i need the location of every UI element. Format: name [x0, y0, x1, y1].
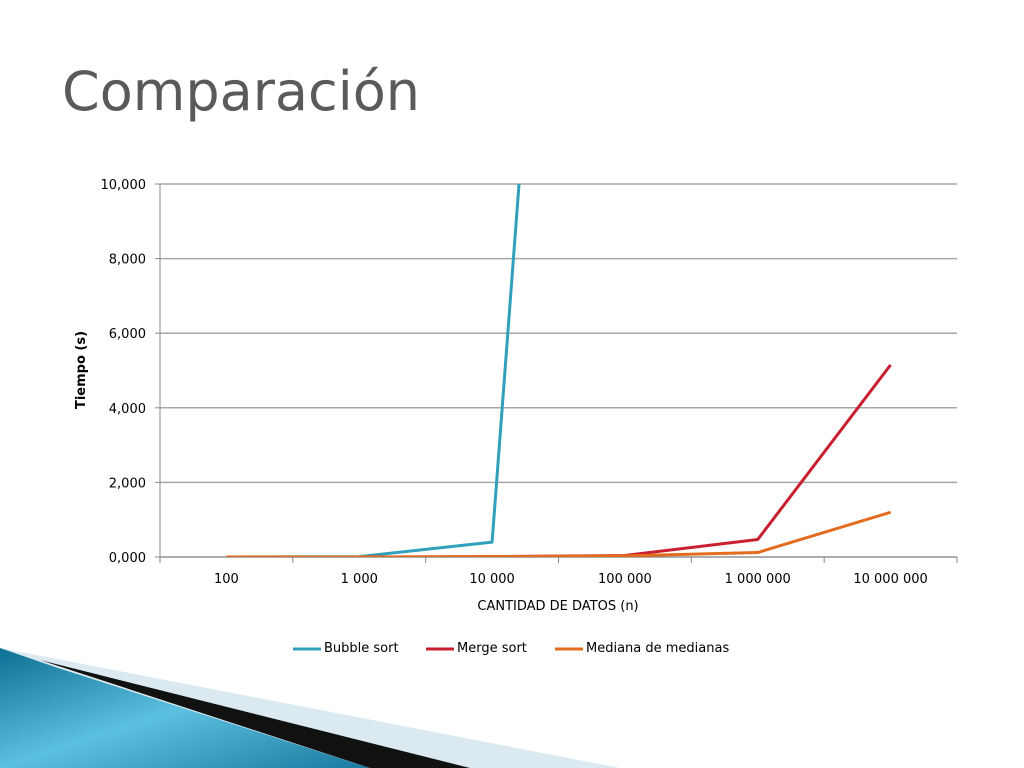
- slide-title: Comparación: [62, 60, 420, 123]
- x-tick-label: 1 000 000: [725, 572, 791, 587]
- decoration: [0, 648, 370, 768]
- x-tick-label: 10 000: [469, 572, 515, 587]
- data-line: [226, 510, 892, 557]
- legend-label: Mediana de medianas: [586, 641, 729, 656]
- x-tick-label: 1 000: [341, 572, 378, 587]
- data-line: [226, 363, 892, 557]
- decoration: [40, 660, 470, 768]
- x-tick-label: 10 000 000: [853, 572, 927, 587]
- y-tick-label: 6,000: [109, 327, 146, 342]
- legend-label: Merge sort: [457, 641, 527, 656]
- x-tick-label: 100 000: [598, 572, 652, 587]
- y-tick-label: 10,000: [101, 178, 147, 193]
- x-tick-label: 100: [214, 572, 239, 587]
- y-tick-label: 0,000: [109, 551, 146, 566]
- y-tick-label: 8,000: [109, 253, 146, 268]
- y-axis-title: Tiempo (s): [74, 331, 89, 409]
- y-tick-label: 4,000: [109, 402, 146, 417]
- y-tick-label: 2,000: [109, 476, 146, 491]
- legend-label: Bubble sort: [324, 641, 399, 656]
- x-axis-title: CANTIDAD DE DATOS (n): [477, 599, 638, 614]
